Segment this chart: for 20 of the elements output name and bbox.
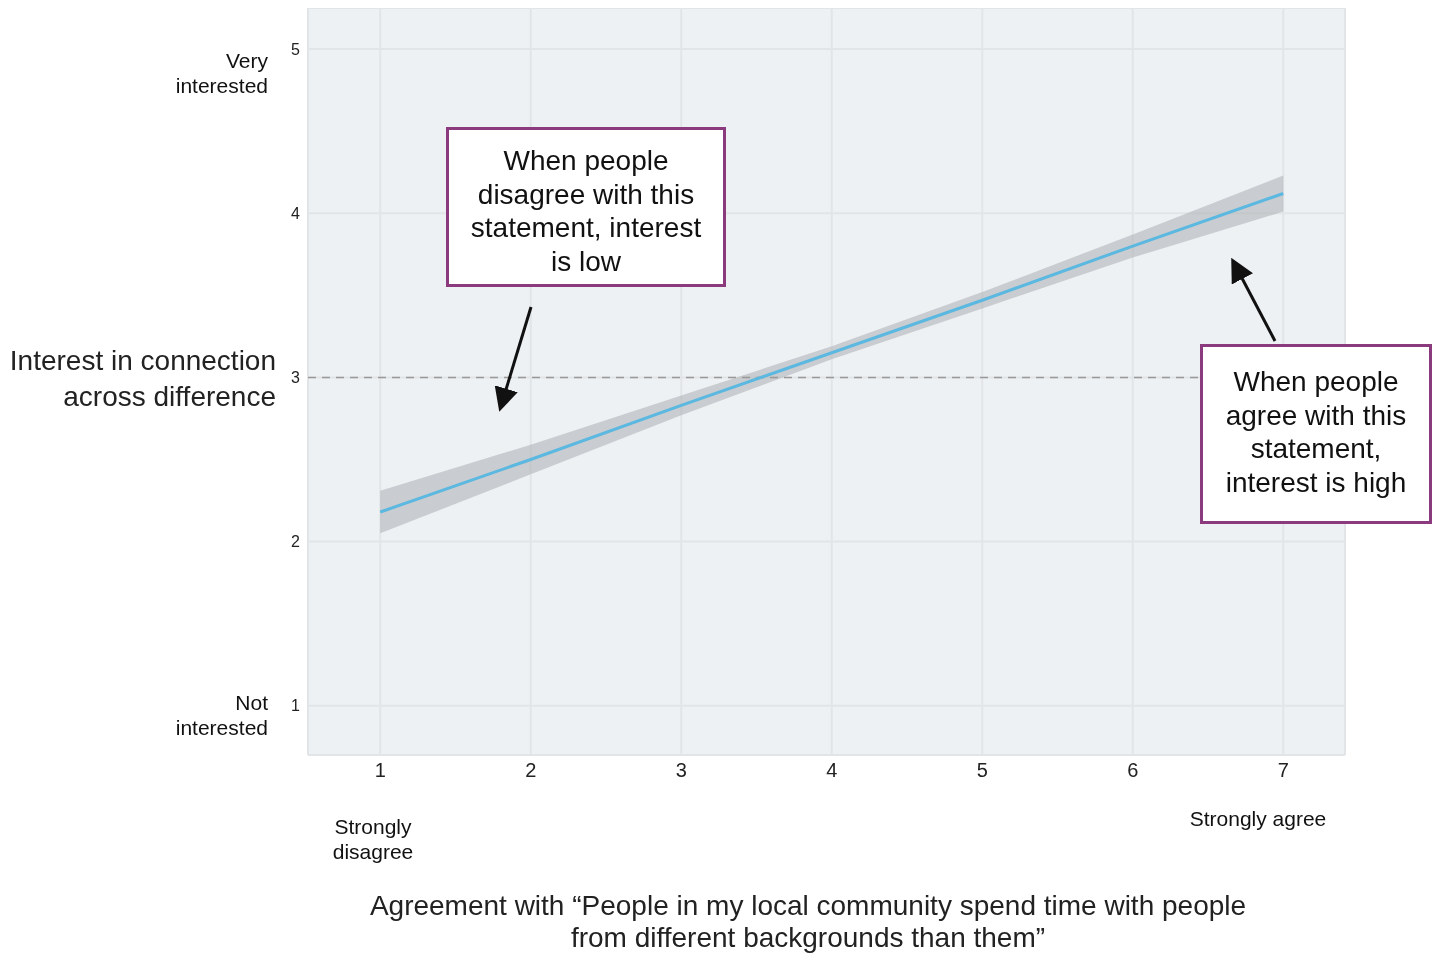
x-axis-title: Agreement with “People in my local community spend time with people from different backgrounds than them” bbox=[368, 890, 1248, 953]
y-tick-label: 4 bbox=[291, 204, 301, 222]
y-tick-label: 2 bbox=[291, 533, 301, 551]
text: Strongly disagree bbox=[331, 814, 415, 865]
annotation: When people agree with this statement, interest is high bbox=[1200, 344, 1432, 524]
annotation: When people disagree with this statement, interest is low bbox=[446, 127, 726, 287]
y-tick-label: 5 bbox=[291, 40, 301, 58]
x-tick-label: 1 bbox=[374, 759, 386, 782]
x-tick-label: 6 bbox=[1127, 759, 1139, 782]
text: Very interested bbox=[174, 48, 268, 99]
y-tick-label: 3 bbox=[291, 369, 301, 387]
text: Strongly agree bbox=[1188, 806, 1328, 832]
x-tick-label: 3 bbox=[675, 759, 687, 782]
x-tick-label: 5 bbox=[976, 759, 988, 782]
y-axis-title: Interest in connection across difference bbox=[8, 344, 276, 414]
text: Not interested bbox=[174, 690, 268, 741]
x-tick-label: 7 bbox=[1277, 759, 1289, 782]
y-tick-label: 1 bbox=[291, 697, 301, 715]
x-tick-label: 2 bbox=[525, 759, 537, 782]
x-tick-label: 4 bbox=[826, 759, 838, 782]
